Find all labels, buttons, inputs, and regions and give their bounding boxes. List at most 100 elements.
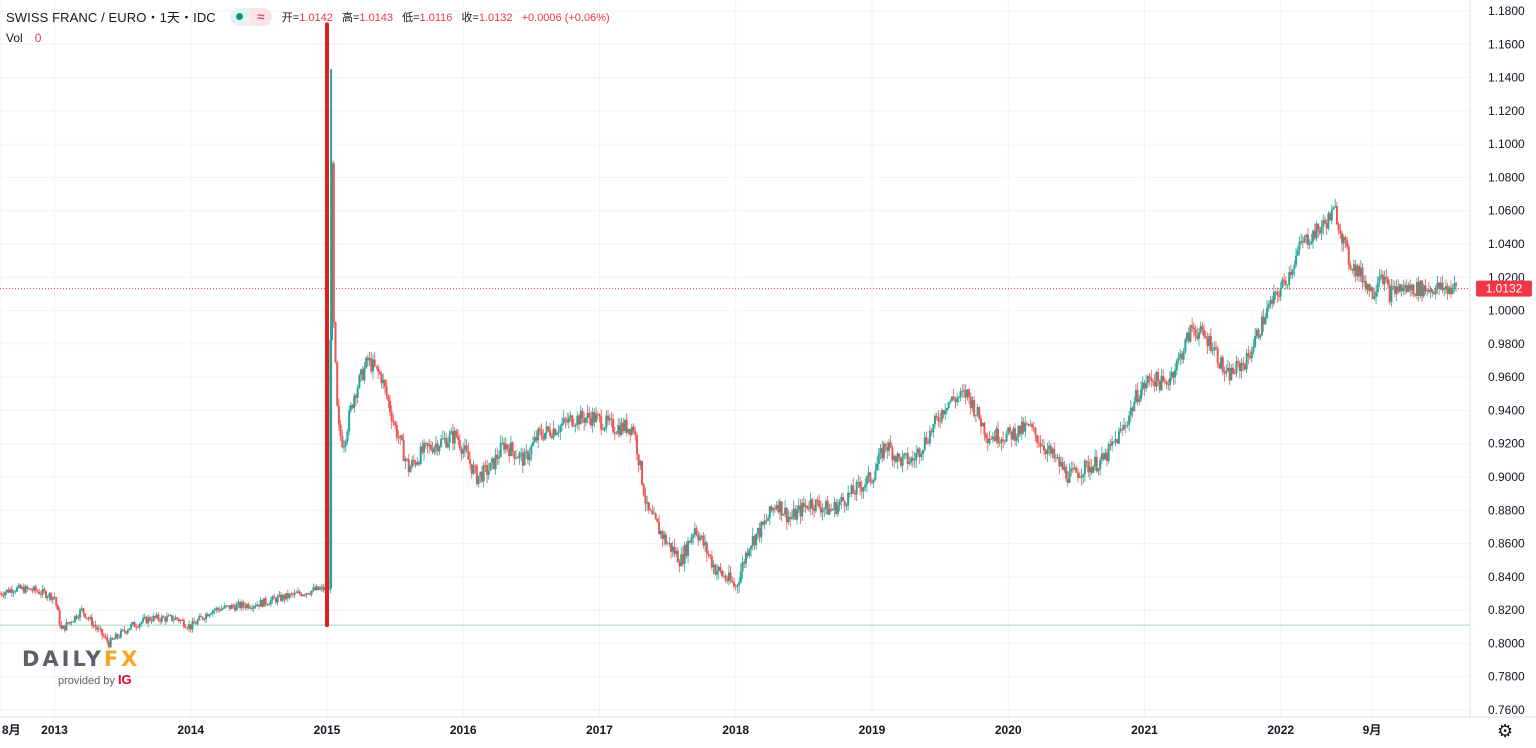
candle-body xyxy=(1298,242,1301,251)
candle-body xyxy=(1342,237,1345,244)
candle-body xyxy=(773,508,776,510)
candle-body xyxy=(116,634,119,638)
candle-body xyxy=(1415,281,1418,296)
logo-brand-left: DAILY xyxy=(22,647,104,671)
candle-body xyxy=(1017,425,1020,437)
candle-body xyxy=(1095,456,1098,472)
candle-body xyxy=(274,598,277,603)
indicator-toggle[interactable]: ≈ xyxy=(229,7,272,26)
candle-body xyxy=(181,619,184,621)
close-value: 1.0132 xyxy=(478,11,513,24)
y-tick-label: 0.8200 xyxy=(1488,603,1525,617)
candle-body xyxy=(824,500,827,508)
last-price-tag xyxy=(1476,280,1532,297)
candle-body xyxy=(864,484,867,488)
candle-body xyxy=(1238,362,1241,372)
candle-body xyxy=(319,588,322,590)
candle-body xyxy=(1228,367,1231,381)
candle-body xyxy=(421,446,424,453)
candle-body xyxy=(983,422,986,435)
candle-body xyxy=(72,621,75,623)
y-tick-label: 0.9400 xyxy=(1488,403,1525,417)
candle-body xyxy=(363,367,366,381)
candle-body xyxy=(1322,220,1325,227)
candle-body xyxy=(497,457,500,459)
candle-body xyxy=(799,505,802,517)
candle-body xyxy=(811,499,814,509)
candle-body xyxy=(930,430,933,433)
candle-body xyxy=(1369,287,1372,292)
candle-body xyxy=(785,507,788,523)
candle-body xyxy=(661,531,664,540)
candle-body xyxy=(232,604,235,607)
candle-body xyxy=(1214,347,1217,349)
candle-body xyxy=(806,505,809,509)
candle-body xyxy=(606,415,609,421)
candle-body xyxy=(1085,460,1088,463)
candle-body xyxy=(981,422,984,427)
candle-body xyxy=(702,535,705,546)
candle-body xyxy=(16,587,19,592)
candle-body xyxy=(770,506,773,511)
candle-body xyxy=(1165,381,1168,385)
candle-body xyxy=(894,456,897,462)
candle-body xyxy=(779,501,782,513)
candle-body xyxy=(727,572,730,581)
open-value: 1.0142 xyxy=(299,11,333,24)
candle-body xyxy=(1366,284,1369,290)
candle-body xyxy=(109,637,112,648)
candle-body xyxy=(639,460,642,466)
candle-body xyxy=(695,528,698,535)
candle-body xyxy=(1031,424,1034,428)
candle-body xyxy=(1272,292,1275,304)
candle-body xyxy=(73,615,76,622)
candle-body xyxy=(973,400,976,416)
candle-body xyxy=(869,472,872,483)
candle-body xyxy=(1177,357,1180,361)
candle-body xyxy=(896,453,899,462)
candle-body xyxy=(549,429,552,436)
candle-body xyxy=(1356,265,1359,277)
candle-body xyxy=(1092,466,1095,473)
candle-body xyxy=(433,447,436,453)
candle-body xyxy=(19,584,22,589)
candle-body xyxy=(693,528,696,535)
candle-body xyxy=(954,399,957,403)
candle-body xyxy=(608,418,611,421)
candle-body xyxy=(1395,286,1398,294)
candle-body xyxy=(828,508,831,515)
candle-body xyxy=(542,436,545,440)
candle-body xyxy=(979,418,982,427)
candle-body xyxy=(884,443,887,447)
candle-body xyxy=(1325,222,1328,229)
candle-body xyxy=(51,596,54,600)
candle-body xyxy=(1053,448,1056,458)
candle-body xyxy=(491,458,494,463)
candle-body xyxy=(1189,325,1192,342)
candle-body xyxy=(148,617,151,621)
candle-body xyxy=(412,460,415,462)
candle-body xyxy=(860,487,863,492)
candle-body xyxy=(4,592,7,596)
candle-body xyxy=(503,442,506,450)
symbol-title[interactable]: SWISS FRANC / EURO・1天・IDC xyxy=(6,10,216,25)
candle-body xyxy=(43,589,46,592)
candle-body xyxy=(24,586,27,593)
candle-body xyxy=(358,375,361,388)
candle-body xyxy=(1140,389,1143,400)
candle-body xyxy=(1068,471,1071,483)
candle-body xyxy=(119,630,122,638)
candle-body xyxy=(41,589,44,595)
candle-body xyxy=(1221,357,1224,373)
candle-body xyxy=(1179,353,1182,358)
gear-icon[interactable]: ⚙ xyxy=(1497,721,1514,741)
candle-body xyxy=(525,451,528,453)
candle-body xyxy=(1148,376,1151,378)
candle-body xyxy=(939,421,942,423)
candle-body xyxy=(1405,285,1408,292)
candle-body xyxy=(857,481,860,483)
candle-body xyxy=(1133,401,1136,412)
candle-body xyxy=(1419,280,1422,296)
candle-body xyxy=(257,604,260,607)
